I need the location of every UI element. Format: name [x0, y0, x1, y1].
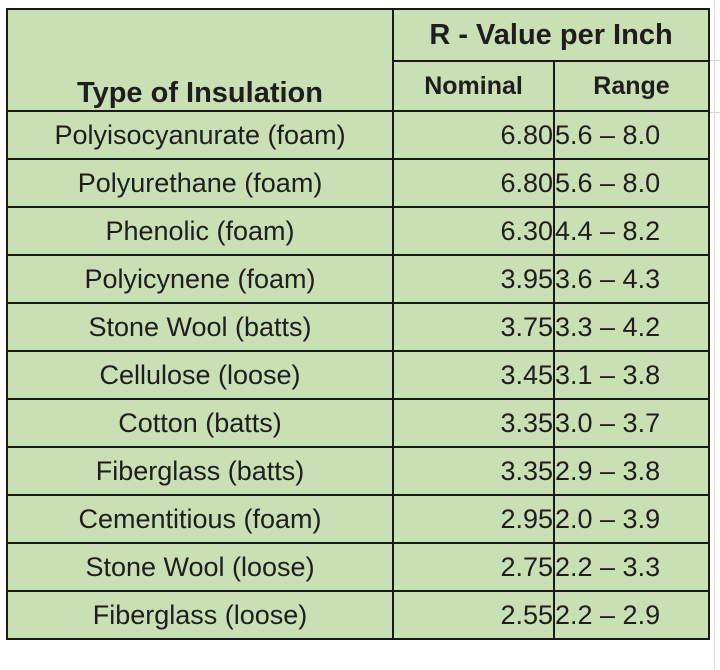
type-cell[interactable]: Phenolic (foam): [6, 206, 394, 256]
type-cell[interactable]: Stone Wool (loose): [6, 542, 394, 592]
range-cell[interactable]: 2.2 – 3.3: [553, 542, 710, 592]
range-cell[interactable]: 4.4 – 8.2: [553, 206, 710, 256]
table-row: Fiberglass (batts) 3.35 2.9 – 3.8: [6, 446, 710, 496]
type-cell[interactable]: Polyisocyanurate (foam): [6, 110, 394, 160]
type-cell[interactable]: Cotton (batts): [6, 398, 394, 448]
type-cell[interactable]: Cementitious (foam): [6, 494, 394, 544]
range-cell[interactable]: 5.6 – 8.0: [553, 110, 710, 160]
type-cell[interactable]: Polyicynene (foam): [6, 254, 394, 304]
range-cell[interactable]: 5.6 – 8.0: [553, 158, 710, 208]
table-row: Polyicynene (foam) 3.95 3.6 – 4.3: [6, 254, 710, 304]
nominal-cell[interactable]: 3.95: [392, 254, 555, 304]
table-row: Cellulose (loose) 3.45 3.1 – 3.8: [6, 350, 710, 400]
nominal-cell[interactable]: 2.95: [392, 494, 555, 544]
nominal-column-header[interactable]: Nominal: [392, 60, 555, 112]
table-row: Polyisocyanurate (foam) 6.80 5.6 – 8.0: [6, 110, 710, 160]
type-cell[interactable]: Fiberglass (batts): [6, 446, 394, 496]
r-value-group-header[interactable]: R - Value per Inch: [392, 8, 710, 62]
nominal-cell[interactable]: 6.30: [392, 206, 555, 256]
nominal-cell[interactable]: 3.45: [392, 350, 555, 400]
table-row: Stone Wool (loose) 2.75 2.2 – 3.3: [6, 542, 710, 592]
range-cell[interactable]: 3.6 – 4.3: [553, 254, 710, 304]
table-body: Polyisocyanurate (foam) 6.80 5.6 – 8.0 Poly…: [6, 110, 710, 640]
insulation-table: Type of Insulation R - Value per Inch No…: [6, 8, 710, 640]
range-cell[interactable]: 3.3 – 4.2: [553, 302, 710, 352]
nominal-cell[interactable]: 2.75: [392, 542, 555, 592]
nominal-cell[interactable]: 3.35: [392, 398, 555, 448]
type-cell[interactable]: Fiberglass (loose): [6, 590, 394, 640]
type-cell[interactable]: Polyurethane (foam): [6, 158, 394, 208]
nominal-cell[interactable]: 6.80: [392, 158, 555, 208]
table-row: Cementitious (foam) 2.95 2.0 – 3.9: [6, 494, 710, 544]
table-row: Polyurethane (foam) 6.80 5.6 – 8.0: [6, 158, 710, 208]
type-column-header[interactable]: Type of Insulation: [6, 8, 394, 112]
table-row: Fiberglass (loose) 2.55 2.2 – 2.9: [6, 590, 710, 640]
range-cell[interactable]: 2.0 – 3.9: [553, 494, 710, 544]
gridline: [708, 60, 720, 61]
range-cell[interactable]: 3.0 – 3.7: [553, 398, 710, 448]
range-cell[interactable]: 3.1 – 3.8: [553, 350, 710, 400]
range-column-header[interactable]: Range: [553, 60, 710, 112]
type-cell[interactable]: Cellulose (loose): [6, 350, 394, 400]
gridline: [714, 0, 715, 670]
nominal-cell[interactable]: 3.75: [392, 302, 555, 352]
table-row: Stone Wool (batts) 3.75 3.3 – 4.2: [6, 302, 710, 352]
nominal-cell[interactable]: 3.35: [392, 446, 555, 496]
type-cell[interactable]: Stone Wool (batts): [6, 302, 394, 352]
table-row: Phenolic (foam) 6.30 4.4 – 8.2: [6, 206, 710, 256]
nominal-cell[interactable]: 6.80: [392, 110, 555, 160]
table-row: Cotton (batts) 3.35 3.0 – 3.7: [6, 398, 710, 448]
range-cell[interactable]: 2.9 – 3.8: [553, 446, 710, 496]
range-cell[interactable]: 2.2 – 2.9: [553, 590, 710, 640]
gridline: [708, 112, 720, 113]
nominal-cell[interactable]: 2.55: [392, 590, 555, 640]
